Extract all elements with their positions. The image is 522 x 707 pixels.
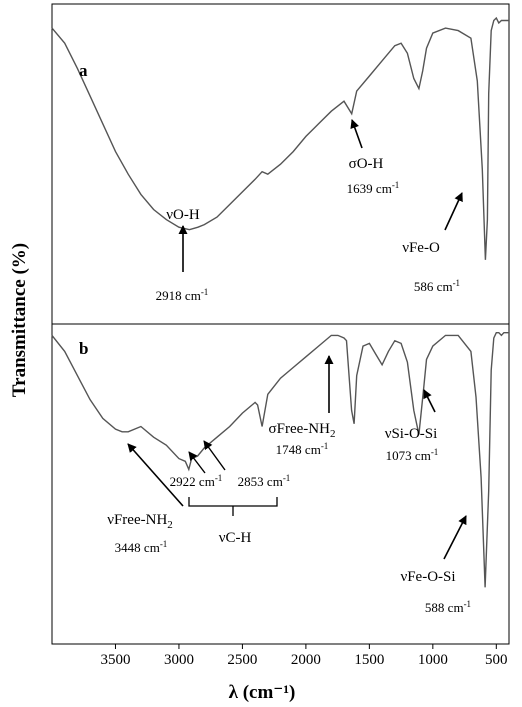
brace-b-ch — [188, 497, 278, 516]
label-b-feosi-num: 588 cm-1 — [425, 599, 471, 615]
arrow-a-feo — [444, 192, 463, 231]
x-axis-ticks: 3500 3000 2500 2000 1500 1000 500 — [100, 644, 508, 668]
panel-b-frame — [51, 323, 510, 645]
panel-b-label: b — [79, 339, 88, 358]
x-tick-label: 1500 — [354, 652, 384, 668]
label-b-ch1-num: 2922 cm-1 — [170, 473, 223, 489]
label-a-oh: νO-H — [166, 207, 200, 223]
arrow-b-ch1 — [188, 451, 206, 474]
panel-a-label: a — [79, 61, 88, 80]
x-tick-label: 500 — [485, 652, 508, 668]
spectrum-a-line — [51, 16, 509, 260]
label-b-sigma: σFree-NH2 — [269, 421, 336, 440]
y-axis-title: Transmittance (%) — [9, 243, 30, 397]
label-a-bend-num: 1639 cm-1 — [347, 180, 400, 196]
label-b-ch: νC-H — [219, 530, 252, 546]
arrow-b-feosi — [443, 515, 467, 560]
label-b-ch2-num: 2853 cm-1 — [238, 473, 291, 489]
label-b-sios: νSi-O-Si — [385, 426, 438, 442]
label-b-nh2-num: 3448 cm-1 — [115, 539, 168, 555]
x-tick-label: 3000 — [164, 652, 194, 668]
label-a-bend: σO-H — [349, 156, 384, 172]
arrow-b-ch2 — [203, 440, 226, 471]
x-tick-label: 2500 — [227, 652, 257, 668]
x-tick-label: 2000 — [291, 652, 321, 668]
spectrum-b-line — [51, 332, 509, 588]
label-b-feosi: νFe-O-Si — [400, 569, 455, 585]
label-a-feo-num: 586 cm-1 — [414, 278, 460, 294]
label-a-oh-num: 2918 cm-1 — [156, 287, 209, 303]
label-a-feo: νFe-O — [402, 240, 440, 256]
label-b-sigma-num: 1748 cm-1 — [276, 441, 329, 457]
arrow-b-sios — [423, 389, 436, 413]
x-axis-title: λ (cm⁻¹) — [229, 682, 296, 703]
arrow-b-nh2 — [127, 443, 184, 507]
label-b-nh2: νFree-NH2 — [107, 512, 173, 531]
x-tick-label: 3500 — [100, 652, 130, 668]
arrow-a-bend — [350, 119, 363, 149]
x-tick-label: 1000 — [418, 652, 448, 668]
label-b-sios-num: 1073 cm-1 — [386, 447, 439, 463]
